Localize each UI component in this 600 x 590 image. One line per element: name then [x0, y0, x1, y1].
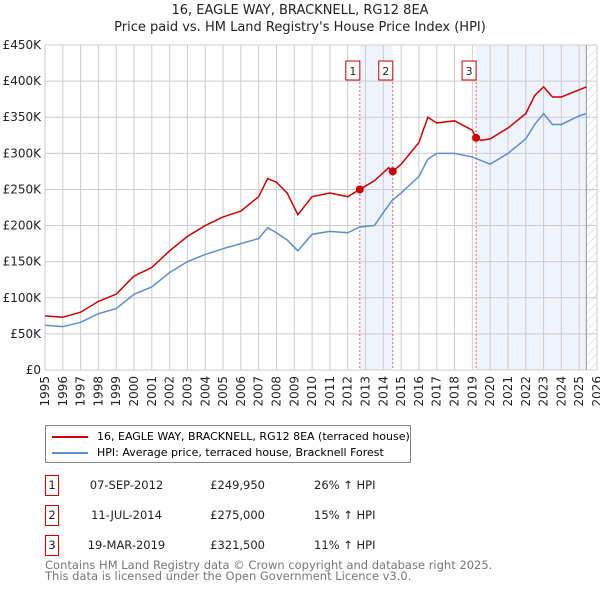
sale-number: 3: [45, 535, 59, 556]
x-tick-label: 2002: [163, 376, 177, 407]
y-tick-label: £450K: [3, 38, 43, 52]
x-tick-label: 2013: [359, 376, 373, 407]
chart-title: 16, EAGLE WAY, BRACKNELL, RG12 8EA Price …: [0, 2, 600, 36]
sale-label-box: [378, 60, 394, 81]
x-tick-label: 2017: [430, 376, 444, 407]
subtitle-line: Price paid vs. HM Land Registry's House …: [114, 20, 486, 35]
y-tick-label: £100K: [3, 291, 43, 305]
chart-svg: £0 £50K £100K £150K £200K £250K £300K £350K £400…: [3, 38, 600, 407]
sale-label: 1: [349, 65, 356, 78]
forecast-hatch: [586, 45, 597, 370]
sale-point: [388, 167, 397, 176]
sale-hpi-diff: 15% ↑ HPI: [314, 508, 376, 522]
sale-point: [472, 133, 481, 142]
y-tick-label: £150K: [3, 255, 43, 269]
footer-line: Contains HM Land Registry data © Crown c…: [45, 558, 493, 572]
sale-date: 19-MAR-2019: [87, 538, 166, 552]
sale-point: [355, 185, 364, 194]
legend-label-hpi: HPI: Average price, terraced house, Brac…: [97, 446, 384, 459]
sale-label-box: [461, 60, 477, 81]
y-tick-label: £400K: [3, 74, 43, 88]
sale-label-box: [345, 60, 361, 81]
x-tick-label: 2018: [448, 376, 462, 407]
sale-label: 3: [466, 65, 473, 78]
sale-hpi-diff: 11% ↑ HPI: [314, 538, 376, 552]
x-tick-label: 1995: [38, 376, 52, 407]
sale-hpi-diff: 26% ↑ HPI: [314, 478, 376, 492]
x-tick-label: 2021: [501, 376, 515, 407]
legend-label-property: 16, EAGLE WAY, BRACKNELL, RG12 8EA (terr…: [97, 430, 410, 443]
sale-price: £321,500: [210, 538, 265, 552]
x-tick-label: 2001: [145, 376, 159, 407]
x-tick-label: 2015: [394, 376, 408, 407]
x-tick-label: 2016: [412, 376, 426, 407]
x-tick-label: 2006: [234, 376, 248, 407]
y-tick-label: £350K: [3, 110, 43, 124]
x-tick-label: 2012: [341, 376, 355, 407]
x-tick-label: 2020: [483, 376, 497, 407]
x-tick-label: 2003: [180, 376, 194, 407]
sale-date: 07-SEP-2012: [89, 478, 164, 492]
x-tick-label: 1996: [56, 376, 70, 407]
x-tick-label: 1999: [109, 376, 123, 407]
x-tick-label: 2025: [572, 376, 586, 407]
sale-number: 2: [45, 505, 59, 526]
x-tick-label: 2014: [376, 376, 390, 407]
x-tick-label: 2008: [269, 376, 283, 407]
x-tick-label: 2000: [127, 376, 141, 407]
shaded-region: [476, 45, 587, 370]
blue-line-swatch: [52, 451, 88, 454]
x-tick-label: 1998: [91, 376, 105, 407]
x-tick-label: 2010: [305, 376, 319, 407]
sale-number: 1: [45, 475, 59, 496]
y-tick-label: £50K: [10, 327, 42, 341]
x-tick-label: 1997: [74, 376, 88, 407]
x-tick-label: 2022: [519, 376, 533, 407]
footer-line: This data is licensed under the Open Gov…: [45, 569, 412, 583]
x-tick-label: 2023: [537, 376, 551, 407]
sale-price: £275,000: [210, 508, 265, 522]
sale-label: 2: [382, 65, 389, 78]
x-tick-label: 2026: [590, 376, 600, 407]
y-tick-label: £250K: [3, 182, 43, 196]
legend: 16, EAGLE WAY, BRACKNELL, RG12 8EA (terr…: [45, 425, 411, 463]
y-tick-label: £200K: [3, 219, 43, 233]
sale-price: £249,950: [210, 478, 265, 492]
x-tick-label: 2004: [198, 376, 212, 407]
red-line-swatch: [52, 435, 88, 438]
x-tick-label: 2024: [554, 376, 568, 407]
y-tick-label: £300K: [3, 146, 43, 160]
y-tick-label: £0: [26, 363, 41, 377]
title-line: 16, EAGLE WAY, BRACKNELL, RG12 8EA: [171, 3, 429, 18]
x-tick-label: 2007: [252, 376, 266, 407]
x-tick-label: 2019: [465, 376, 479, 407]
series-line: [44, 112, 587, 328]
x-tick-label: 2005: [216, 376, 230, 407]
x-tick-label: 2011: [323, 376, 337, 407]
sale-date: 11-JUL-2014: [91, 508, 162, 522]
footer: Contains HM Land Registry data © Crown c…: [45, 558, 493, 583]
x-tick-label: 2009: [287, 376, 301, 407]
